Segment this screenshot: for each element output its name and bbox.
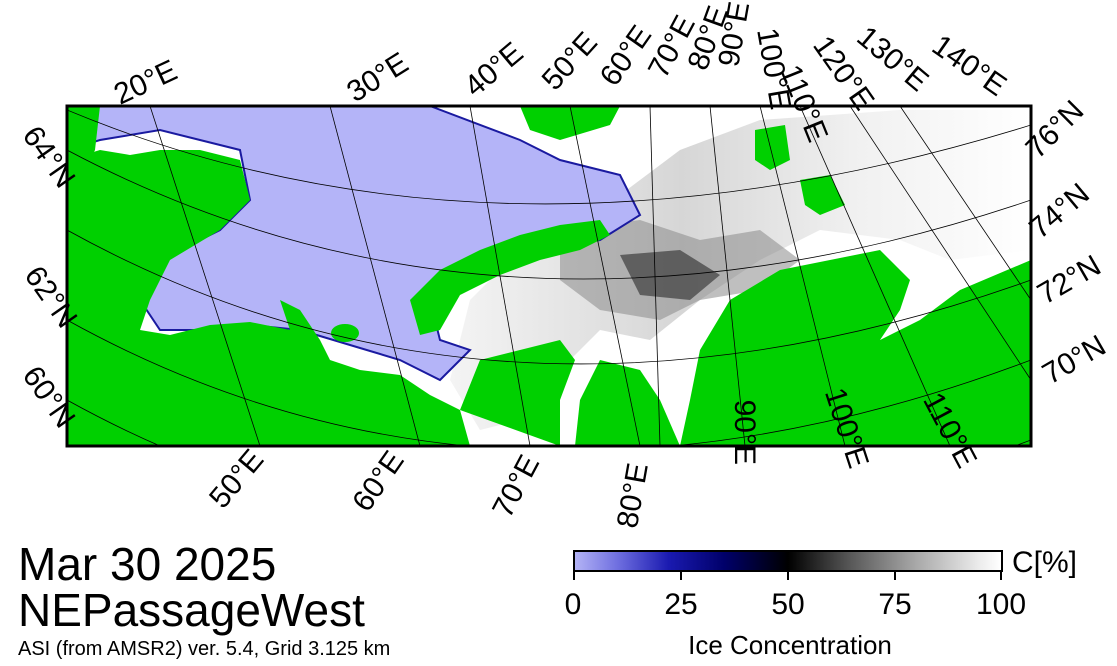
graticule-label: 30°E	[341, 46, 414, 109]
graticule-label: 72°N	[1032, 249, 1107, 311]
graticule-label: 90°E	[728, 400, 761, 465]
land-franz-josef	[520, 106, 620, 140]
graticule-label: 140°E	[926, 29, 1012, 103]
graticule-label: 80°E	[611, 460, 655, 530]
land-scandinavia-russia	[67, 150, 470, 446]
land-taymyr-siberia	[680, 250, 1031, 446]
land-northwest	[67, 106, 100, 190]
colorbar-title: Ice Concentration	[688, 630, 892, 660]
colorbar-tick	[894, 572, 896, 580]
land-gydan	[575, 360, 680, 446]
graticule-label: 60°E	[346, 445, 411, 517]
colorbar-tick-label: 75	[878, 588, 912, 621]
graticule-label: 74°N	[1023, 177, 1096, 245]
land-kolguev	[331, 324, 359, 342]
graticule	[67, 106, 1031, 446]
graticule-label: 70°E	[486, 450, 546, 523]
graticule-label: 50°E	[203, 443, 270, 514]
colorbar-tick	[787, 572, 789, 580]
open-water-area	[67, 106, 642, 382]
graticule-label: 40°E	[458, 36, 529, 103]
map-content	[67, 106, 1031, 446]
colorbar-tick	[680, 572, 682, 580]
colorbar-tick-label: 50	[771, 588, 805, 621]
region-name: NEPassageWest	[18, 584, 365, 636]
data-source-label: ASI (from AMSR2) ver. 5.4, Grid 3.125 km	[18, 638, 391, 660]
sea-ice-map: 20°E 30°E 40°E 50°E60°E70°E80°E90°E100°E110…	[16, 0, 1112, 531]
colorbar	[573, 550, 1003, 572]
colorbar-tick-label: 100	[975, 588, 1027, 621]
colorbar-tick	[1000, 572, 1002, 580]
graticule-label: 20°E	[109, 54, 182, 112]
colorbar-unit: C[%]	[1012, 546, 1078, 579]
graticule-label: 70°N	[1037, 329, 1112, 391]
mixed-ice-patch	[620, 250, 720, 300]
land-severnaya-zemlya-2	[800, 175, 845, 215]
latitude-labels-right: 76°N74°N72°N70°N	[1020, 94, 1112, 391]
date-label: Mar 30 2025	[18, 538, 277, 590]
colorbar-tick-label: 25	[664, 588, 698, 621]
land-novaya-zemlya	[410, 220, 610, 335]
graticule-label: 50°E	[536, 26, 604, 97]
land-severnaya-zemlya-1	[755, 125, 790, 170]
map-frame	[65, 104, 1033, 448]
land-yamal	[460, 340, 575, 446]
colorbar-tick-label: 0	[564, 588, 582, 621]
colorbar-tick	[573, 572, 575, 580]
